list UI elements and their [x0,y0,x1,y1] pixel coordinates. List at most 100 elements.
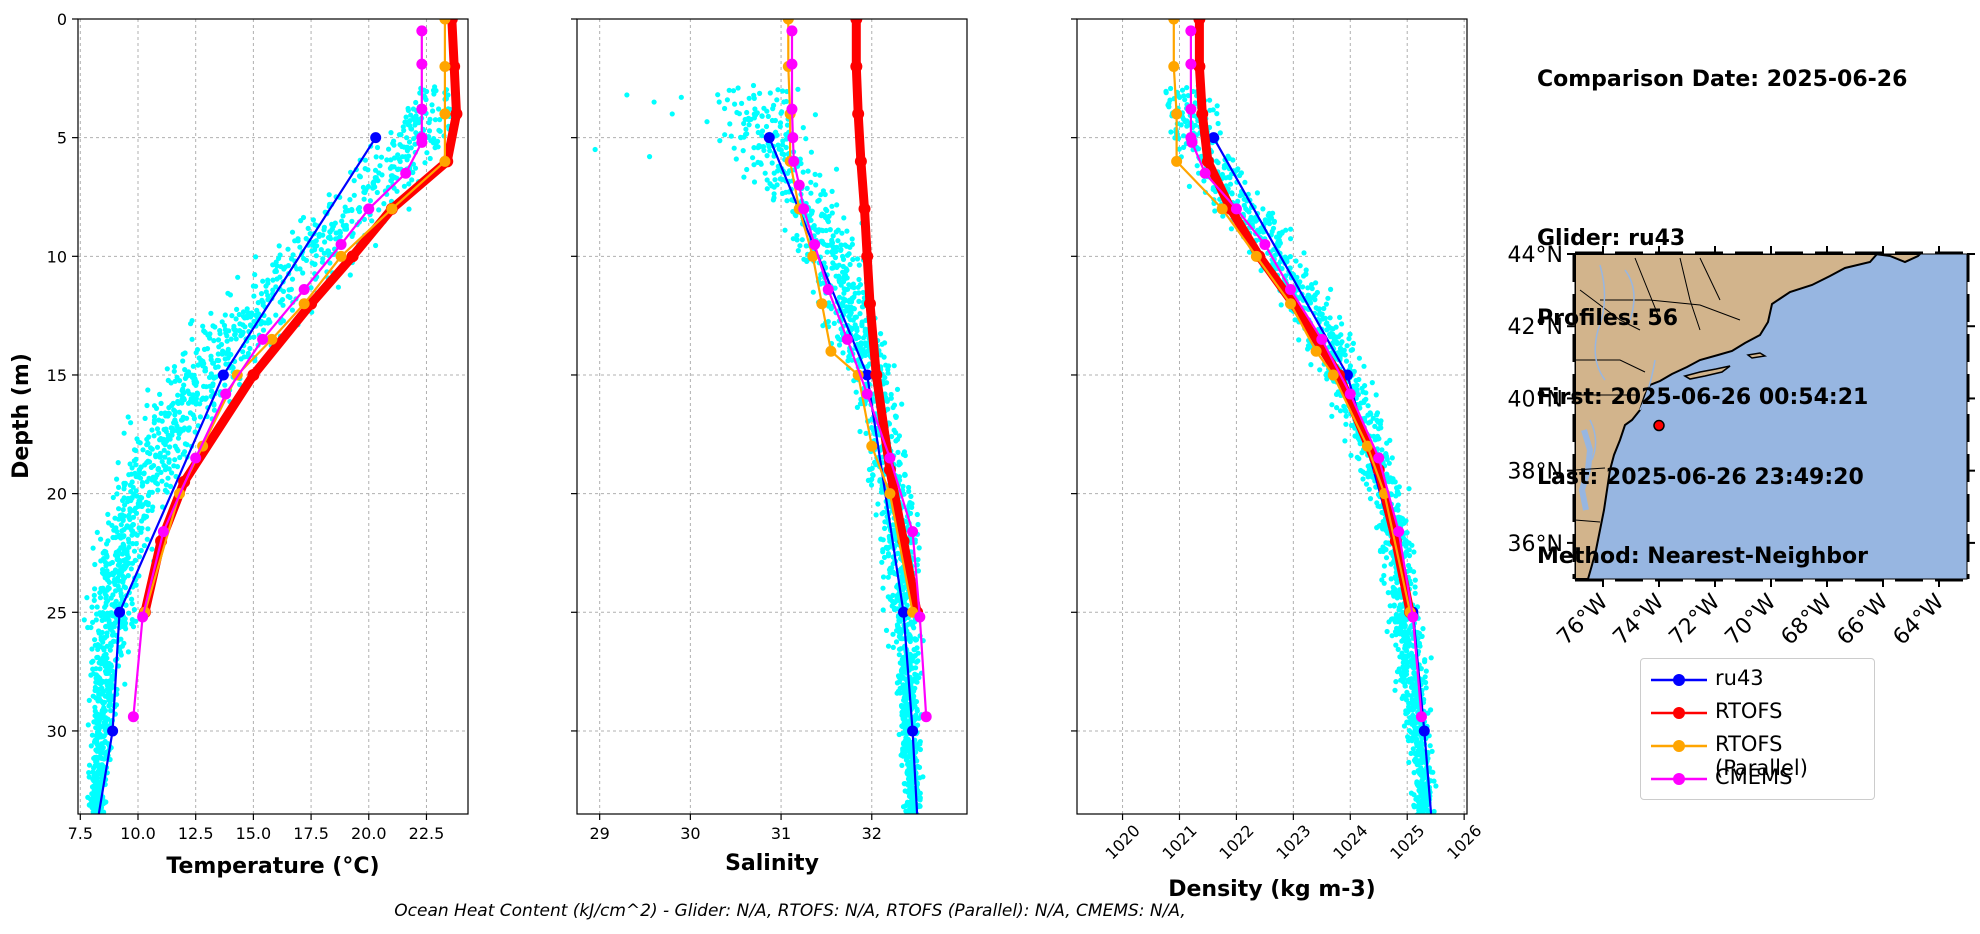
glider-scatter-point [751,162,757,168]
glider-scatter-point [410,169,416,176]
glider-scatter-point [1229,190,1235,196]
glider-scatter-point [899,762,905,769]
glider-scatter-point [915,745,921,751]
glider-scatter-point [260,299,266,306]
glider-scatter-point [1337,408,1344,414]
glider-scatter-point [885,643,892,649]
glider-scatter-point [242,324,248,330]
legend-item-ru43: ru43 [1641,664,1874,697]
glider-scatter-point [1385,590,1391,596]
glider-scatter-point [99,617,105,624]
glider-scatter-point [808,149,815,155]
glider-scatter-point [308,285,314,291]
glider-scatter-point [678,94,684,100]
glider-scatter-point [133,541,139,547]
glider-scatter-point [232,331,238,337]
salinity-panel: 29 30 31 32 Salinity [571,18,968,876]
glider-scatter-point [833,166,840,172]
glider-scatter-point [258,291,265,297]
glider-scatter-point [330,223,336,229]
glider-scatter-point [759,128,766,134]
glider-scatter-point [762,170,768,176]
glider-scatter-point [1317,367,1323,373]
series-marker [816,298,828,310]
glider-scatter-point [167,483,174,489]
glider-scatter-point [337,228,343,234]
glider-scatter-point [165,450,171,456]
glider-scatter-point [185,400,192,406]
glider-scatter-point [746,122,752,128]
glider-scatter-point [809,208,815,214]
glider-scatter-point [1412,577,1418,583]
glider-scatter-point [121,430,127,436]
glider-scatter-point [916,545,922,551]
glider-scatter-point [899,709,905,715]
glider-scatter-point [137,475,144,481]
glider-scatter-point [431,91,437,97]
glider-scatter-point [757,143,763,150]
glider-scatter-point [145,449,151,456]
glider-scatter-point [754,110,760,116]
series-marker [220,388,232,400]
glider-scatter-point [880,574,887,580]
glider-scatter-point [899,669,905,676]
glider-scatter-point [1288,236,1294,242]
glider-scatter-point [93,617,99,623]
glider-scatter-point [106,617,112,624]
glider-scatter-point [175,392,181,398]
glider-scatter-point [896,474,903,480]
series-marker [1418,725,1430,737]
glider-scatter-point [743,126,749,132]
glider-scatter-point [852,314,858,320]
glider-scatter-point [1388,576,1394,582]
glider-scatter-point [233,336,239,342]
glider-scatter-point [295,238,301,244]
x-tick-label: 20.0 [351,824,387,843]
glider-scatter-point [846,251,852,257]
glider-scatter-point [1309,285,1315,292]
glider-scatter-point [437,128,443,134]
glider-scatter-point [879,341,885,347]
glider-scatter-point [811,223,817,229]
first-time: First: 2025-06-26 00:54:21 [1537,385,1869,410]
glider-scatter-point [390,140,396,146]
legend-item-rtofs: RTOFS [1641,697,1874,730]
glider-scatter-point [1388,561,1394,567]
glider-scatter-point [1384,440,1390,446]
glider-scatter-point [188,396,194,402]
series-marker [870,368,883,381]
glider-scatter-point [184,371,190,378]
glider-scatter-point [1303,271,1309,277]
glider-scatter-point [1406,704,1412,710]
glider-scatter-point [172,378,178,384]
glider-scatter-point [794,237,800,243]
glider-scatter-point [869,425,875,431]
glider-scatter-point [163,482,169,488]
glider-scatter-point [1328,286,1334,292]
glider-scatter-point [255,300,261,306]
glider-scatter-point [844,228,850,234]
glider-scatter-point [333,236,339,242]
glider-scatter-point [162,487,168,493]
glider-scatter-point [404,144,410,150]
series-marker [439,19,451,25]
glider-scatter-point [1404,689,1410,695]
series-marker [1193,60,1206,73]
temperature-panel: 7.5 10.0 12.5 15.0 17.5 20.0 22.5 051015202530… [9,10,469,879]
x-tick-label: 1022 [1215,821,1257,863]
glider-scatter-point [245,310,251,316]
glider-scatter-point [1230,157,1236,163]
glider-scatter-point [208,310,214,316]
glider-scatter-point [182,449,188,455]
glider-scatter-point [289,229,296,235]
glider-scatter-point [889,603,895,609]
glider-scatter-point [97,724,104,730]
rivers [1589,264,1656,461]
glider-scatter-point [97,814,102,819]
glider-scatter-point [901,697,907,703]
series-marker [1186,136,1198,148]
glider-scatter-point [1421,755,1427,762]
density-xticks: 1020 1021 1022 1023 1024 1025 1026 [1102,814,1485,863]
glider-scatter-point [1359,385,1365,391]
glider-scatter-point [191,416,197,422]
